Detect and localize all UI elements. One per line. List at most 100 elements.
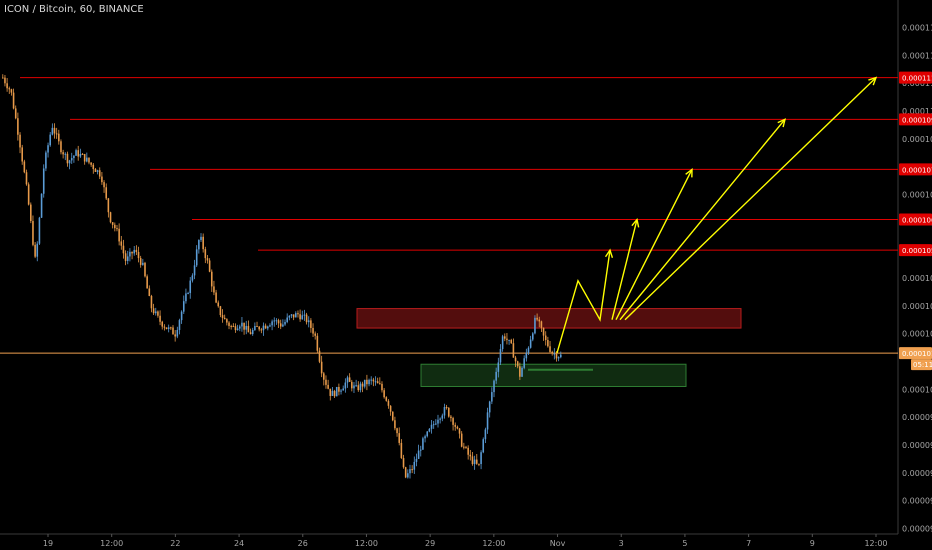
- x-tick-label: 26: [298, 539, 308, 548]
- candle-body: [387, 400, 390, 406]
- candle-body: [73, 155, 75, 159]
- candle-body: [443, 407, 446, 416]
- candle-body: [450, 416, 452, 419]
- candle-body: [424, 436, 426, 439]
- candle-body: [312, 327, 314, 334]
- candle-body: [193, 265, 196, 276]
- candle-body: [269, 325, 271, 327]
- candle-body: [419, 449, 422, 451]
- candle-body: [256, 326, 258, 328]
- candle-body: [135, 249, 138, 252]
- candle-body: [38, 217, 41, 244]
- x-tick-label: 9: [810, 539, 815, 548]
- candle-body: [105, 187, 108, 199]
- candle-body: [411, 469, 413, 471]
- candle-body: [463, 446, 465, 448]
- projection-arrow-3: [615, 169, 693, 321]
- candle-body: [335, 386, 338, 397]
- candle-body: [465, 446, 467, 448]
- resistance-price-badge: [899, 163, 932, 176]
- resistance-price-label: 0.0001079: [902, 166, 932, 174]
- resistance-price-label: 0.0001112: [902, 75, 932, 83]
- candle-body: [122, 245, 125, 254]
- candle-body: [454, 424, 457, 427]
- candle-body: [529, 339, 532, 348]
- candle-body: [359, 383, 362, 391]
- projection-arrow-3-head: [685, 167, 693, 178]
- candle-body: [247, 325, 250, 333]
- candle-body: [198, 240, 200, 250]
- candle-body: [213, 286, 215, 293]
- candle-body: [292, 314, 295, 318]
- projection-arrow-1: [556, 250, 611, 354]
- candle-body: [357, 385, 360, 391]
- candle-body: [385, 397, 388, 401]
- candle-body: [417, 450, 420, 459]
- candle-body: [549, 346, 551, 352]
- countdown-label: 05:11: [913, 361, 932, 369]
- candle-body: [318, 350, 321, 362]
- candle-body: [68, 160, 71, 164]
- candle-body: [536, 317, 538, 320]
- candle-body: [519, 366, 521, 377]
- candle-body: [230, 325, 232, 327]
- candle-body: [40, 193, 43, 218]
- current-price-badge: [899, 347, 932, 360]
- candle-body: [348, 377, 351, 382]
- y-tick-label: 0.0000980: [902, 441, 932, 450]
- candle-body: [538, 319, 541, 322]
- candle-body: [523, 358, 525, 368]
- candle-body: [23, 161, 26, 173]
- support-zone: [420, 363, 687, 387]
- candle-body: [101, 176, 103, 183]
- candle-body: [372, 379, 375, 382]
- candle-body: [109, 212, 112, 223]
- candle-body: [303, 314, 306, 316]
- candle-body: [165, 327, 168, 330]
- candle-body: [129, 251, 131, 257]
- candle-body: [47, 145, 49, 153]
- candle-body: [560, 354, 562, 358]
- candle-body: [430, 424, 433, 429]
- candle-body: [174, 334, 176, 337]
- candle-body: [404, 467, 407, 478]
- x-tick-label: 19: [43, 539, 53, 548]
- y-tick-label: 0.0000970: [902, 469, 932, 478]
- candle-body: [316, 335, 319, 351]
- resistance-price-label: 0.0001061: [902, 217, 932, 225]
- candle-body: [366, 379, 368, 385]
- candle-body: [27, 184, 30, 205]
- candle-body: [228, 322, 230, 326]
- candle-body: [497, 362, 500, 372]
- candle-body: [491, 392, 493, 402]
- candle-body: [363, 379, 366, 387]
- x-tick-label: 7: [746, 539, 751, 548]
- x-tick-label: 12:00: [355, 539, 378, 548]
- projection-arrows: [556, 76, 878, 354]
- y-tick-label: 0.0001020: [902, 330, 932, 339]
- candle-body: [55, 133, 58, 135]
- candle-body: [150, 295, 153, 309]
- candle-body: [551, 351, 553, 354]
- candle-body: [325, 379, 327, 385]
- candle-body: [191, 275, 194, 281]
- candle-body: [258, 326, 260, 330]
- candle-body: [290, 314, 293, 316]
- candle-body: [413, 461, 416, 470]
- candle-body: [473, 459, 476, 465]
- candle-body: [262, 325, 265, 331]
- candle-body: [340, 390, 342, 392]
- candle-body: [469, 454, 472, 457]
- candle-body: [344, 382, 347, 389]
- resistance-price-label: 0.0001050: [902, 247, 932, 255]
- candle-body: [70, 158, 73, 161]
- candle-body: [478, 463, 480, 465]
- candle-body: [510, 339, 513, 344]
- candle-body: [157, 311, 159, 316]
- candle-body: [154, 311, 157, 314]
- candle-body: [503, 336, 506, 339]
- candle-body: [83, 154, 86, 162]
- projection-arrow-2: [611, 219, 638, 320]
- candle-body: [402, 458, 405, 468]
